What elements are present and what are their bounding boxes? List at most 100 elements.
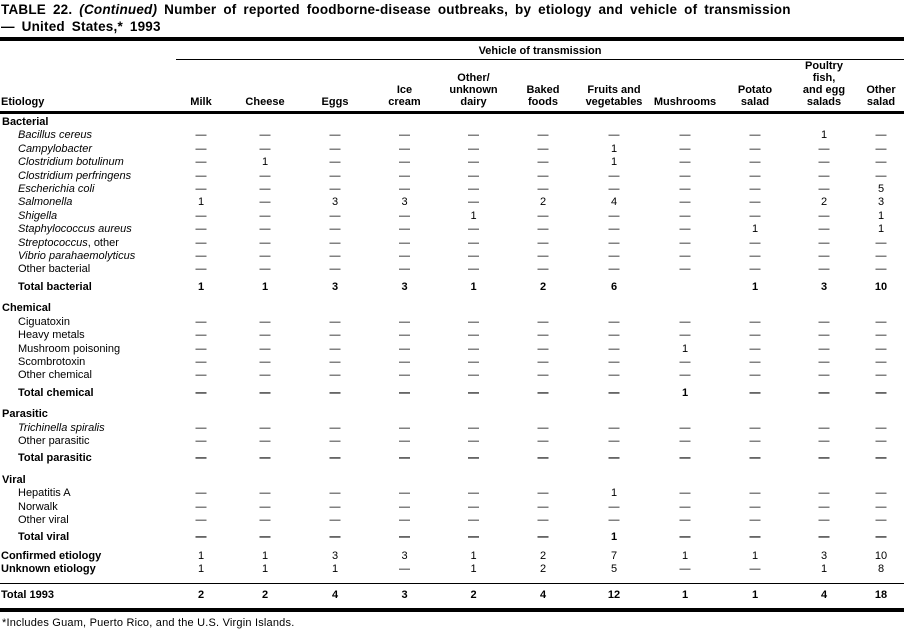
data-cell: —: [608, 452, 620, 465]
data-cell: —: [329, 129, 341, 142]
data-cell: —: [818, 236, 830, 249]
data-cell: —: [818, 156, 830, 169]
data-cell: 1: [751, 588, 759, 601]
data-cell: —: [749, 487, 761, 500]
data-cell: 1: [197, 196, 205, 209]
data-cell: 3: [331, 196, 339, 209]
vehicle-of-transmission-header: Vehicle of transmission: [176, 45, 904, 60]
data-cell: [790, 408, 858, 421]
data-cell: 3: [820, 549, 828, 562]
data-cell: —: [329, 209, 341, 222]
data-cell: —: [537, 513, 549, 526]
data-cell: 1: [470, 280, 477, 293]
data-cell: —: [195, 250, 207, 263]
data-cell: 8: [877, 563, 885, 576]
data-cell: —: [679, 434, 691, 447]
data-cell: —: [259, 329, 271, 342]
column-header: Cheese: [245, 96, 285, 108]
data-cell: —: [399, 142, 410, 155]
data-cell: —: [468, 386, 479, 399]
data-cell: —: [259, 369, 271, 382]
data-cell: —: [818, 209, 830, 222]
data-cell: 3: [820, 280, 828, 293]
data-cell: 3: [401, 280, 408, 293]
data-cell: —: [537, 386, 549, 399]
data-cell: —: [329, 142, 341, 155]
row-label: Hepatitis A: [18, 487, 71, 500]
data-cell: [650, 408, 720, 421]
data-cell: —: [468, 263, 479, 276]
table-row: Ciguatoxin — — — — — — — — — — —: [0, 316, 904, 329]
table-row: Other viral — — — — — — — — — — —: [0, 514, 904, 527]
data-cell: —: [608, 355, 620, 368]
data-cell: —: [608, 250, 620, 263]
data-cell: —: [259, 500, 271, 513]
data-cell: [439, 116, 508, 129]
data-cell: 5: [877, 183, 885, 196]
table-row: Vibrio parahaemolyticus — — — — — — — — — — —: [0, 250, 904, 263]
data-cell: —: [818, 142, 830, 155]
data-cell: —: [259, 386, 271, 399]
data-cell: —: [468, 329, 479, 342]
table-row: Bacillus cereus — — — — — — — — — 1 —: [0, 129, 904, 142]
data-cell: 1: [261, 549, 269, 562]
data-cell: —: [749, 369, 761, 382]
data-cell: —: [679, 142, 691, 155]
data-cell: 1: [681, 588, 689, 601]
data-cell: —: [399, 342, 410, 355]
data-cell: —: [537, 434, 549, 447]
data-cell: [858, 116, 904, 129]
data-cell: —: [259, 315, 271, 328]
data-cell: —: [818, 342, 830, 355]
data-cell: —: [875, 315, 887, 328]
data-cell: —: [679, 196, 691, 209]
table-row: Total viral — — — — — — 1 — — — —: [0, 531, 904, 544]
data-cell: —: [399, 329, 410, 342]
data-cell: —: [818, 315, 830, 328]
data-cell: —: [749, 386, 761, 399]
data-cell: 1: [197, 563, 205, 576]
data-cell: —: [749, 263, 761, 276]
data-cell: [508, 302, 578, 315]
data-cell: —: [329, 263, 341, 276]
data-cell: [578, 116, 650, 129]
data-cell: —: [195, 142, 207, 155]
data-cell: [508, 116, 578, 129]
data-cell: —: [399, 223, 410, 236]
data-cell: —: [818, 329, 830, 342]
data-cell: [370, 408, 439, 421]
data-cell: —: [399, 500, 410, 513]
table-row: Confirmed etiology 1 1 3 3 1 2 7 1 1 3 10: [0, 550, 904, 563]
data-cell: —: [679, 487, 691, 500]
table-row: Other parasitic — — — — — — — — — — —: [0, 435, 904, 448]
data-cell: —: [195, 263, 207, 276]
data-cell: —: [329, 386, 341, 399]
data-cell: —: [818, 250, 830, 263]
data-cell: —: [749, 250, 761, 263]
data-cell: 1: [877, 223, 885, 236]
row-label: Parasitic: [2, 408, 48, 421]
row-label: Streptococcus, other: [18, 236, 119, 249]
data-cell: —: [608, 169, 620, 182]
data-cell: —: [749, 342, 761, 355]
data-cell: —: [399, 315, 410, 328]
row-label: Other bacterial: [18, 263, 91, 276]
data-cell: —: [679, 421, 691, 434]
data-cell: —: [195, 169, 207, 182]
data-cell: —: [875, 369, 887, 382]
data-cell: —: [537, 169, 549, 182]
data-cell: [720, 474, 790, 487]
data-cell: —: [818, 183, 830, 196]
data-cell: [370, 116, 439, 129]
data-cell: —: [749, 421, 761, 434]
table-row: Shigella — — — — 1 — — — — — 1: [0, 210, 904, 223]
data-cell: 3: [331, 280, 339, 293]
data-cell: —: [875, 169, 887, 182]
data-cell: 18: [874, 588, 888, 601]
data-cell: [858, 474, 904, 487]
data-cell: —: [259, 183, 271, 196]
section-row: Parasitic: [0, 408, 904, 421]
data-cell: —: [195, 183, 207, 196]
data-cell: [720, 408, 790, 421]
data-cell: —: [679, 263, 691, 276]
